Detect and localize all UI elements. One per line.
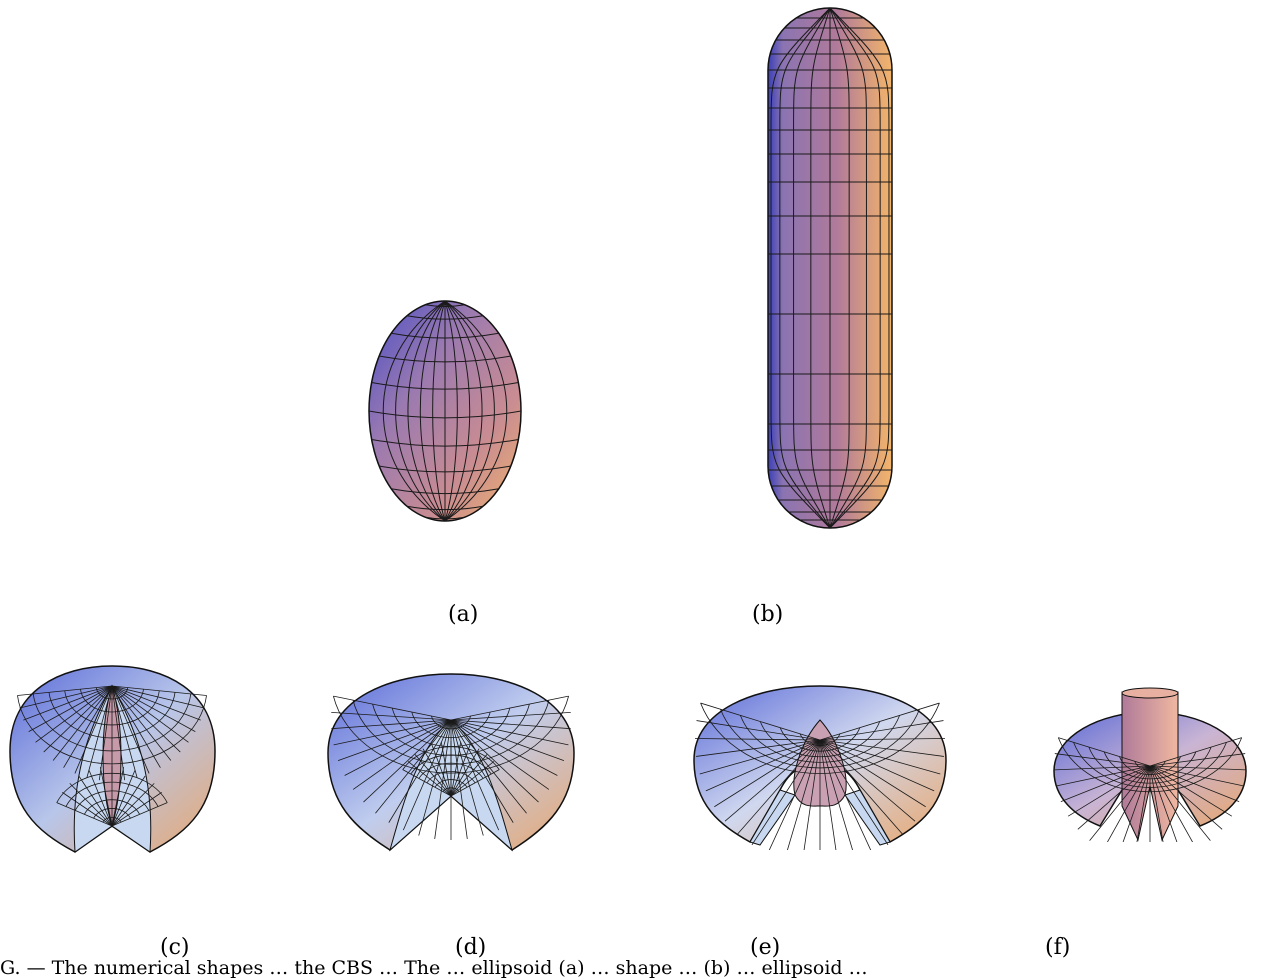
panel-e-figure	[690, 680, 950, 850]
panel-d-figure	[322, 668, 580, 858]
shape-c-graphic	[9, 665, 216, 853]
panel-a-label: (a)	[448, 602, 479, 627]
panel-c-figure	[0, 656, 225, 856]
panel-f-figure	[1050, 686, 1250, 842]
figure-caption: G. — The numerical shapes … the CBS … Th…	[0, 958, 868, 978]
ellipsoid-a-graphic	[368, 300, 522, 522]
panel-b-label: (b)	[752, 602, 784, 627]
shape-e-graphic	[693, 685, 947, 850]
panel-b-figure	[762, 4, 898, 532]
ellipsoid-b-graphic	[767, 7, 893, 529]
shape-f-graphic	[1053, 687, 1247, 842]
panel-f-label: (f)	[1045, 935, 1071, 960]
panel-a-figure	[360, 298, 530, 526]
panel-c-label: (c)	[160, 935, 190, 960]
shape-d-graphic	[327, 673, 575, 852]
panel-e-label: (e)	[750, 935, 781, 960]
panel-d-label: (d)	[455, 935, 487, 960]
